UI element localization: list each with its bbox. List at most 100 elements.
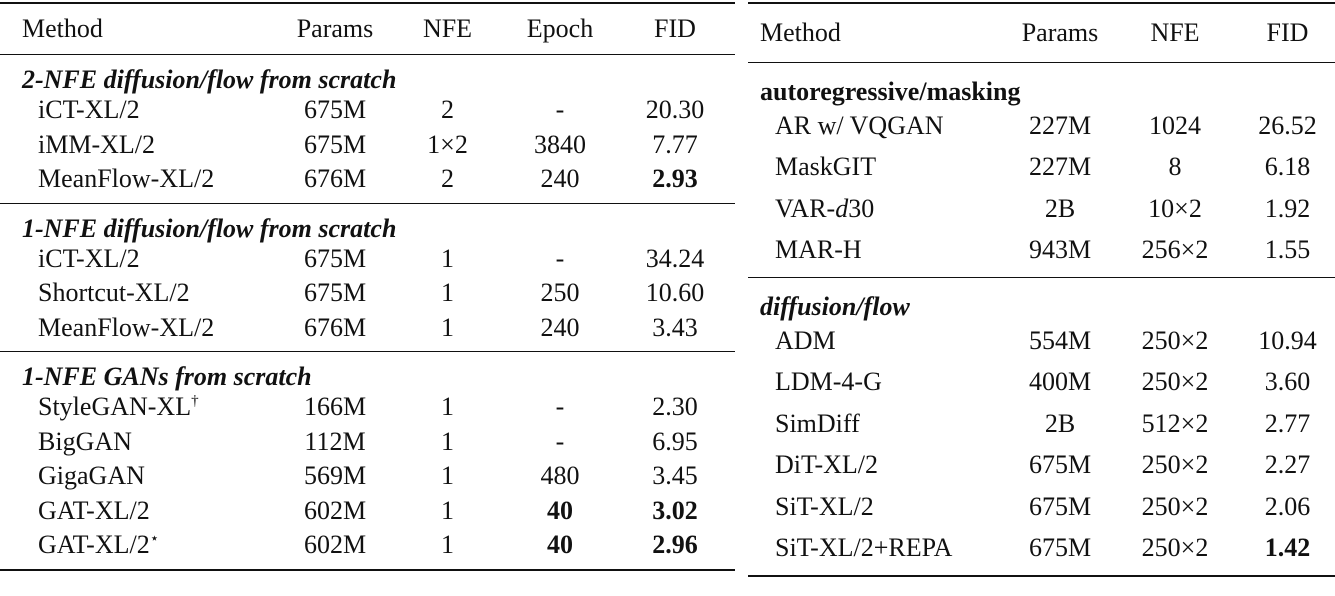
value-cell: 240 [540, 312, 580, 342]
data-row: GigaGAN 569M 1 480 3.45 [0, 459, 735, 494]
cell-text: StyleGAN-XL [38, 392, 192, 422]
value-cell: 8 [1168, 152, 1182, 182]
cell-text: 2.93 [652, 164, 698, 194]
value-cell: 20.30 [645, 95, 705, 125]
value-cell: 10×2 [1148, 193, 1202, 223]
value-cell: 250×2 [1141, 533, 1209, 563]
group-title: diffusion/flow [748, 277, 1335, 320]
value-cell: 1 [441, 495, 454, 525]
method-cell: iCT-XL/2 [38, 95, 140, 125]
value-cell: 675M [1028, 450, 1092, 480]
value-cell: 676M [303, 312, 367, 342]
value-cell: 1 [441, 243, 454, 273]
header-cell: Params [1010, 3, 1110, 63]
value-cell: 40 [505, 494, 615, 529]
header-row: Method Params NFE FID [748, 3, 1335, 63]
value-cell: 2.77 [1264, 408, 1311, 438]
value-cell: 7.77 [652, 129, 698, 159]
method-cell: SiT-XL/2 [775, 491, 874, 521]
data-row: Shortcut-XL/2 675M 1 250 10.60 [0, 276, 735, 311]
method-cell: iMM-XL/2 [38, 129, 155, 159]
value-cell: 1.55 [1264, 235, 1311, 265]
value-cell: 1 [441, 278, 454, 308]
spacer-cell [0, 563, 735, 570]
group-title-row: 1-NFE diffusion/flow from scratch [0, 202, 735, 242]
value-cell: 1 [441, 392, 454, 422]
value-cell: 166M [303, 392, 367, 422]
value-cell: 256×2 [1141, 235, 1209, 265]
header-cell: Method [0, 3, 280, 55]
value-cell: 250×2 [1141, 491, 1209, 521]
group-title-row: 2-NFE diffusion/flow from scratch [0, 55, 735, 94]
data-row: iCT-XL/2 675M 2 - 20.30 [0, 93, 735, 128]
data-row: VAR-d30 2B 10×2 1.92 [748, 188, 1335, 230]
method-cell: SimDiff [775, 408, 860, 438]
group-title-row: 1-NFE GANs from scratch [0, 351, 735, 390]
data-row: GAT-XL/2 602M 1 40 3.02 [0, 494, 735, 529]
data-row: MeanFlow-XL/2 676M 1 240 3.43 [0, 311, 735, 346]
table-body: Method Params NFE Epoch FID 2-NFE diffusion/f… [0, 3, 735, 570]
value-cell: 480 [540, 461, 580, 491]
value-cell: 227M [1028, 152, 1092, 182]
cell-text: VAR- [775, 193, 836, 223]
method-cell: SiT-XL/2+REPA [775, 533, 953, 563]
cell-text: d [835, 193, 849, 223]
value-cell: 943M [1028, 235, 1092, 265]
group-title-row: autoregressive/masking [748, 63, 1335, 106]
value-cell: 250 [540, 278, 580, 308]
value-cell: 3840 [534, 129, 586, 159]
right-table: Method Params NFE FID autoregressive/masking… [748, 2, 1335, 577]
value-cell: 6.95 [652, 426, 698, 456]
method-cell: GAT-XL/2⋆ [0, 528, 280, 563]
data-row: GAT-XL/2⋆ 602M 1 40 2.96 [0, 528, 735, 563]
value-cell: 1.92 [1264, 193, 1311, 223]
method-cell: MeanFlow-XL/2 [38, 164, 215, 194]
data-row: iMM-XL/2 675M 1×2 3840 7.77 [0, 128, 735, 163]
value-cell: 3.60 [1264, 367, 1311, 397]
cell-text: 2.96 [652, 530, 698, 560]
method-cell: GigaGAN [38, 461, 145, 491]
header-cell: NFE [1110, 3, 1240, 63]
value-cell: - [555, 426, 565, 456]
method-cell: AR w/ VQGAN [775, 110, 944, 140]
data-row: iCT-XL/2 675M 1 - 34.24 [0, 242, 735, 277]
value-cell: 1 [441, 461, 454, 491]
group-title: 1-NFE diffusion/flow from scratch [0, 202, 735, 242]
cell-text: 40 [547, 495, 573, 525]
method-cell: LDM-4-G [775, 367, 882, 397]
value-cell: 112M [304, 426, 366, 456]
cell-text: GAT-XL/2 [38, 530, 150, 560]
cell-text: 30 [848, 193, 875, 223]
data-row: LDM-4-G 400M 250×2 3.60 [748, 362, 1335, 404]
value-cell: 3.43 [652, 312, 698, 342]
value-cell: 40 [505, 528, 615, 563]
data-row: MaskGIT 227M 8 6.18 [748, 147, 1335, 189]
data-row: DiT-XL/2 675M 250×2 2.27 [748, 445, 1335, 487]
value-cell: 250×2 [1141, 450, 1209, 480]
group-title-row: diffusion/flow [748, 277, 1335, 320]
method-cell: MaskGIT [775, 152, 877, 182]
header-cell: FID [615, 3, 735, 55]
value-cell: 2B [1044, 408, 1076, 438]
group-title: 2-NFE diffusion/flow from scratch [22, 65, 397, 94]
value-cell: 569M [303, 461, 367, 491]
value-cell: 602M [303, 495, 367, 525]
data-row: StyleGAN-XL† 166M 1 - 2.30 [0, 390, 735, 425]
value-cell: 1.42 [1240, 528, 1335, 570]
header-cell: FID [1240, 3, 1335, 63]
value-cell: 512×2 [1141, 408, 1209, 438]
value-cell: 1 [441, 312, 454, 342]
value-cell: 1024 [1149, 110, 1201, 140]
value-cell: 10.94 [1258, 325, 1317, 355]
value-cell: 1×2 [427, 129, 468, 159]
value-cell: 1 [441, 426, 454, 456]
data-row: SiT-XL/2+REPA 675M 250×2 1.42 [748, 528, 1335, 570]
group-title: 1-NFE GANs from scratch [0, 351, 735, 390]
value-cell: 6.18 [1264, 152, 1311, 182]
value-cell: 34.24 [645, 243, 705, 273]
spacer [748, 569, 1335, 576]
cell-text: 40 [547, 530, 573, 560]
value-cell: 227M [1028, 110, 1092, 140]
value-cell: 2.96 [615, 528, 735, 563]
method-cell: Shortcut-XL/2 [38, 278, 190, 308]
